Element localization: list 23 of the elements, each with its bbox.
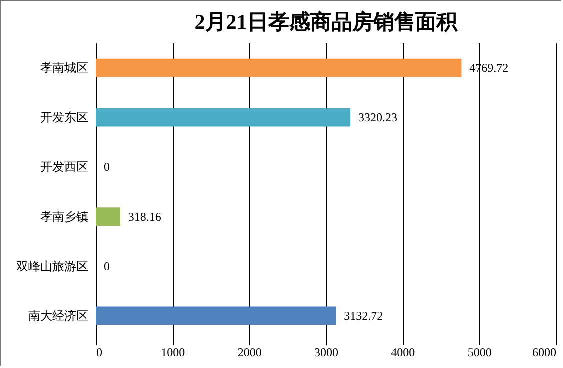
x-tick-label: 6000 <box>532 346 556 360</box>
data-label: 0 <box>104 259 110 274</box>
y-tick-label: 孝南城区 <box>40 61 88 76</box>
data-label: 0 <box>104 160 110 174</box>
x-tick-label: 2000 <box>238 346 262 360</box>
y-tick-label: 开发东区 <box>40 110 88 125</box>
x-tick-label: 1000 <box>161 346 186 360</box>
x-tick-label: 3000 <box>314 346 338 360</box>
y-tick-label: 双峰山旅游区 <box>16 259 88 274</box>
data-label: 3320.23 <box>358 110 398 125</box>
x-tick-label: 0 <box>96 346 102 360</box>
y-tick-label: 孝南乡镇 <box>40 210 88 224</box>
data-label: 318.16 <box>128 210 162 224</box>
chart-title: 2月21日孝感商品房销售面积 <box>194 10 458 34</box>
bar <box>96 208 120 226</box>
bar <box>96 108 351 127</box>
y-tick-label: 南大经济区 <box>28 308 88 323</box>
data-label: 3132.72 <box>344 308 384 323</box>
bar <box>96 306 336 326</box>
x-tick-label: 5000 <box>468 346 492 360</box>
bar <box>96 58 462 78</box>
y-tick-label: 开发西区 <box>40 160 88 174</box>
x-tick-label: 4000 <box>391 346 416 360</box>
